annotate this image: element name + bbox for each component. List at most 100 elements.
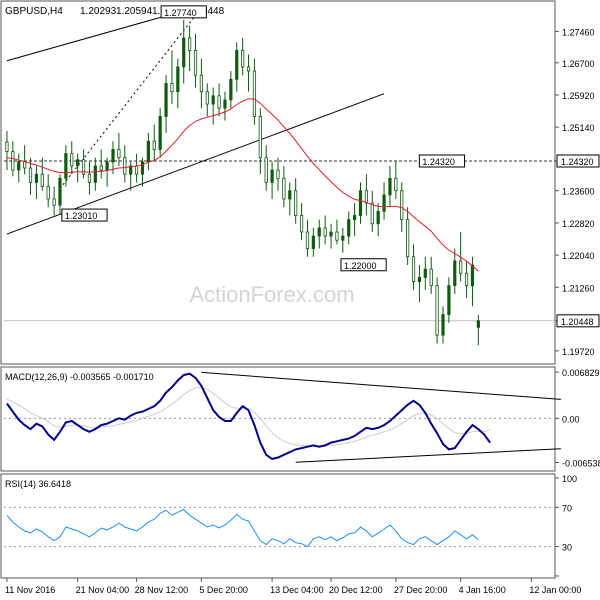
candle-body [464,272,469,287]
candle-body [335,231,339,241]
macd-plot: MACD(12,26,9) -0.003565 -0.001710 0.00682… [4,368,600,469]
candle-body [140,161,145,175]
price-axis-label: 1.21260 [562,283,595,293]
price-axis-label: 1.27460 [562,27,595,37]
time-axis-label: 20 Dec 12:00 [329,585,383,595]
candle-body [111,149,115,163]
candle-body [158,116,162,150]
price-axis-label: 1.26700 [562,59,595,69]
candle-body [470,264,475,287]
candle-body [193,49,198,76]
macd-trendline [295,448,561,463]
price-annotation-box [340,258,387,272]
price-annotation-label: 1.27740 [164,8,197,18]
candle-body [211,95,215,105]
macd-signal-line [6,386,491,447]
rsi-panel [0,473,556,579]
candle-body [46,186,50,200]
candle-body [364,190,368,204]
time-axis: 11 Nov 2016 21 Nov 04:00 28 Nov 12:00 5 Dec… [5,578,581,595]
candle-body [441,314,445,336]
price-axis-label: 1.25920 [562,91,595,101]
candle-body [311,235,315,249]
candle-body [134,165,139,175]
candle-body [11,151,15,171]
price-level-tag [556,314,600,328]
candle-body [276,169,280,179]
candle-body [23,161,27,169]
candle-body [299,215,304,233]
high-value: 1.20594 [116,6,153,17]
watermark: ActionForex.com [189,282,354,307]
candle-body [117,149,121,159]
candle-body [435,285,439,336]
candle-body [264,157,268,183]
candle-body [70,153,74,167]
price-plot: 1.27460 1.26700 1.25920 1.25140 1.24320 1.236… [4,5,600,357]
candle-body [282,177,286,200]
candle-body [394,177,398,192]
price-axis-label: 1.22820 [562,219,595,229]
price-level-tag-label: 1.24320 [561,157,594,167]
candle-body [453,260,457,287]
candle-body [170,83,174,93]
rsi-label: RSI(14) 36.6418 [5,479,71,489]
candle-body [252,70,257,117]
candle-body [17,161,21,171]
candle-body [58,177,62,206]
candle-body [152,140,156,150]
candle-body [294,190,298,216]
candle-body [5,141,9,152]
candle-body [241,49,245,68]
candle-body [388,177,392,196]
candle-body [81,159,86,175]
candle-body [411,256,416,282]
price-axis-label: 1.22040 [562,251,595,261]
candle-body [459,260,463,274]
macd-panel [0,366,556,472]
price-level-tag-label: 1.20448 [561,317,594,327]
candle-body [323,227,327,237]
time-axis-label: 27 Dec 20:00 [394,585,448,595]
time-axis-label: 12 Jan 00:00 [529,585,581,595]
price-annotation-box [61,208,108,222]
price-annotation-label: 1.23010 [65,211,98,221]
candle-body [429,268,433,287]
candle-body [205,91,209,105]
candle-body [229,78,233,101]
price-axis-label: 1.23600 [562,187,595,197]
candle-body [317,227,321,237]
price-annotation-label: 1.24320 [422,157,455,167]
candle-body [358,190,363,216]
rsi-axis-label: 100 [562,474,577,484]
candle-body [99,165,103,171]
candle-body [400,190,404,221]
time-axis-label: 21 Nov 04:00 [76,585,130,595]
macd-axis-label: -0.006538 [562,459,600,469]
candle-body [164,83,168,117]
candle-body [417,276,422,282]
macd-axis-label: 0.006829 [562,368,600,378]
candle-body [188,37,192,51]
candle-body [382,194,386,212]
candle-body [258,116,262,159]
candle-body [329,231,333,237]
rsi-line [6,508,479,548]
candle-body [353,215,357,221]
macd-line [6,372,491,460]
candle-body [246,66,251,72]
price-annotation-label: 1.22000 [344,261,377,271]
candle-body [305,231,310,249]
candle-body [87,173,92,183]
candle-body [370,202,374,225]
candle-body [341,235,345,241]
candle-body [176,66,180,93]
candle-body [347,219,351,237]
rsi-plot: RSI(14) 36.6418 100 70 30 [4,474,577,577]
candle-body [123,157,127,175]
moving-average-line [6,98,479,272]
candle-body [146,140,150,163]
macd-label: MACD(12,26,9) -0.003565 -0.001710 [5,372,154,382]
candle-body [76,159,80,167]
